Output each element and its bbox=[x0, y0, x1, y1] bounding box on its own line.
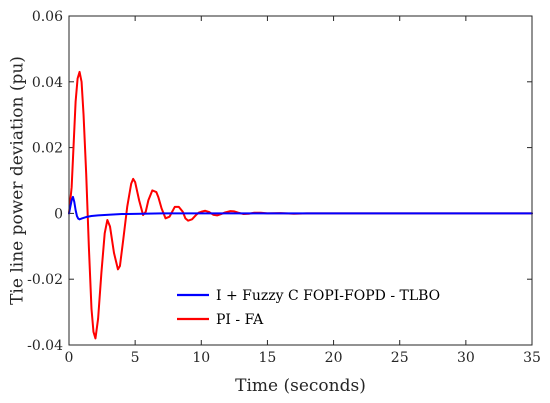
legend: I + Fuzzy C FOPI-FOPD - TLBO PI - FA bbox=[172, 283, 502, 333]
y-tick-label: -0.04 bbox=[27, 338, 63, 354]
series-layer bbox=[68, 70, 533, 340]
x-tick-label: 15 bbox=[259, 350, 277, 366]
tick-labels-layer: 0 5 10 15 20 25 30 35 -0.04 -0.02 0 0.02 0.04 0.06 bbox=[27, 9, 541, 366]
y-tick-label: 0.04 bbox=[32, 75, 63, 91]
x-tick-label: 30 bbox=[457, 350, 475, 366]
x-tick-label: 20 bbox=[325, 350, 343, 366]
x-tick-label: 10 bbox=[192, 350, 210, 366]
y-tick-label: 0.06 bbox=[32, 9, 63, 25]
y-tick-label: 0 bbox=[54, 206, 63, 222]
x-tick-label: 0 bbox=[65, 350, 74, 366]
y-tick-label: 0.02 bbox=[32, 141, 63, 157]
legend-label-tlbo: I + Fuzzy C FOPI-FOPD - TLBO bbox=[216, 288, 440, 304]
series-line-0 bbox=[68, 195, 533, 221]
y-tick-label: -0.02 bbox=[27, 272, 63, 288]
x-tick-label: 35 bbox=[523, 350, 541, 366]
x-tick-label: 25 bbox=[391, 350, 409, 366]
y-axis-label: Tie line power deviation (pu) bbox=[8, 56, 28, 305]
x-axis-label: Time (seconds) bbox=[235, 376, 366, 396]
x-tick-label: 5 bbox=[131, 350, 140, 366]
legend-label-pi-fa: PI - FA bbox=[216, 312, 264, 328]
plot-frame bbox=[68, 15, 533, 346]
legend-box bbox=[172, 283, 502, 333]
